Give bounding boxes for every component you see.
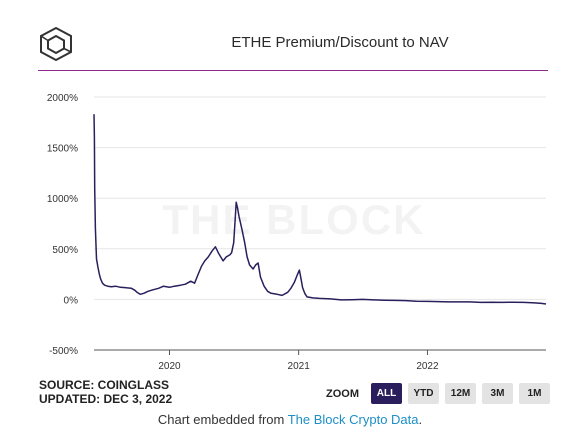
y-axis-ticks: 2000% 1500% 1000% 500% 0% -500%: [47, 93, 78, 357]
source-label: SOURCE: COINGLASS: [39, 378, 170, 392]
y-tick-label: 0%: [64, 295, 79, 306]
zoom-label: ZOOM: [326, 387, 359, 400]
footer-source-block: SOURCE: COINGLASS UPDATED: DEC 3, 2022: [39, 378, 172, 406]
zoom-all-button[interactable]: ALL: [371, 383, 402, 404]
y-tick-label: 1000%: [47, 194, 78, 205]
zoom-3m-button[interactable]: 3M: [482, 383, 513, 404]
y-tick-label: 1500%: [47, 144, 78, 155]
y-tick-label: -500%: [49, 346, 78, 357]
the-block-logo-icon: [40, 26, 72, 62]
embed-prefix: Chart embedded from: [157, 412, 288, 427]
x-tick-label: 2021: [288, 361, 311, 372]
zoom-12m-button[interactable]: 12M: [445, 383, 476, 404]
updated-label: UPDATED: DEC 3, 2022: [39, 392, 173, 406]
x-tick-label: 2022: [416, 361, 439, 372]
zoom-ytd-button[interactable]: YTD: [408, 383, 439, 404]
series-line[interactable]: [93, 114, 547, 305]
zoom-controls: ZOOM ALL YTD 12M 3M 1M: [326, 383, 550, 404]
embed-suffix: .: [418, 412, 423, 427]
title-divider: [38, 70, 548, 71]
x-tick-label: 2020: [158, 361, 181, 372]
watermark-text: THE BLOCK: [163, 196, 426, 243]
zoom-1m-button[interactable]: 1M: [519, 383, 550, 404]
x-axis-ticks: 2020 2021 2022: [158, 350, 439, 372]
embed-credit: Chart embedded from The Block Crypto Dat…: [0, 412, 580, 427]
chart-title: ETHE Premium/Discount to NAV: [231, 34, 449, 51]
y-tick-label: 500%: [52, 245, 78, 256]
y-tick-label: 2000%: [47, 93, 78, 104]
the-block-data-link[interactable]: The Block Crypto Data: [287, 412, 419, 427]
